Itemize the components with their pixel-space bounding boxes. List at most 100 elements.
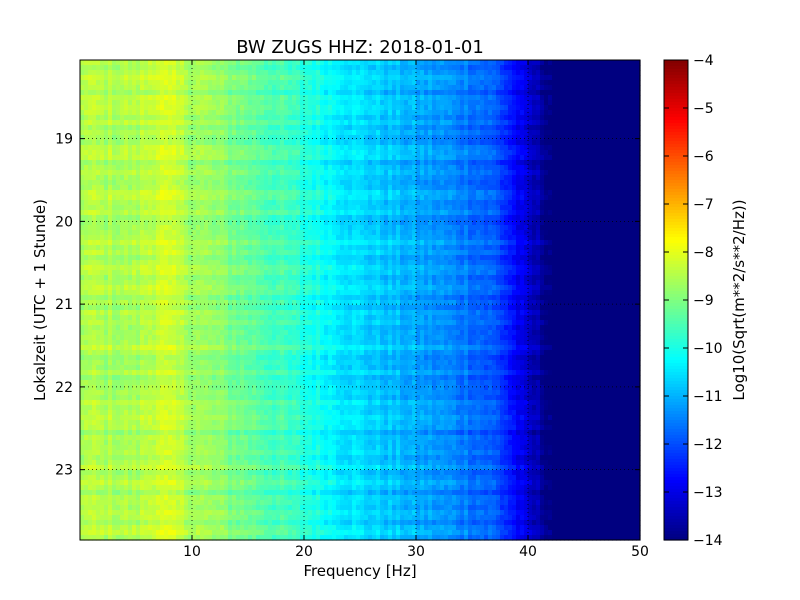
heatmap-cell bbox=[104, 255, 109, 261]
heatmap-cell bbox=[236, 215, 241, 221]
heatmap-cell bbox=[108, 305, 113, 311]
heatmap-cell bbox=[228, 470, 233, 476]
heatmap-cell bbox=[148, 435, 153, 441]
heatmap-cell bbox=[140, 440, 145, 446]
heatmap-cell bbox=[172, 100, 177, 106]
heatmap-cell bbox=[160, 65, 165, 71]
heatmap-cell bbox=[276, 515, 281, 521]
heatmap-cell bbox=[80, 115, 85, 121]
heatmap-cell bbox=[120, 280, 125, 286]
heatmap-cell bbox=[232, 495, 237, 501]
heatmap-cell bbox=[240, 265, 245, 271]
heatmap-cell bbox=[200, 375, 205, 381]
heatmap-cell bbox=[248, 205, 253, 211]
heatmap-cell bbox=[208, 175, 213, 181]
heatmap-cell bbox=[260, 505, 265, 511]
heatmap-cell bbox=[228, 80, 233, 86]
heatmap-cell bbox=[120, 315, 125, 321]
heatmap-cell bbox=[80, 375, 85, 381]
heatmap-cell bbox=[232, 325, 237, 331]
heatmap-cell bbox=[88, 325, 93, 331]
heatmap-cell bbox=[180, 355, 185, 361]
heatmap-cell bbox=[100, 160, 105, 166]
heatmap-cell bbox=[100, 205, 105, 211]
heatmap-cell bbox=[264, 190, 269, 196]
heatmap-cell bbox=[216, 465, 221, 471]
heatmap-cell bbox=[260, 90, 265, 96]
heatmap-cell bbox=[104, 270, 109, 276]
heatmap-cell bbox=[160, 95, 165, 101]
heatmap-cell bbox=[180, 300, 185, 306]
heatmap-cell bbox=[240, 380, 245, 386]
heatmap-cell bbox=[188, 150, 193, 156]
heatmap-cell bbox=[280, 500, 285, 506]
heatmap-cell bbox=[92, 435, 97, 441]
heatmap-cell bbox=[188, 255, 193, 261]
heatmap-cell bbox=[280, 420, 285, 426]
heatmap-cell bbox=[220, 170, 225, 176]
heatmap-cell bbox=[284, 460, 289, 466]
heatmap-cell bbox=[176, 190, 181, 196]
heatmap-cell bbox=[280, 205, 285, 211]
heatmap-cell bbox=[276, 245, 281, 251]
heatmap-cell bbox=[280, 350, 285, 356]
heatmap-cell bbox=[276, 270, 281, 276]
heatmap-cell bbox=[196, 430, 201, 436]
heatmap-cell bbox=[252, 465, 257, 471]
heatmap-cell bbox=[80, 310, 85, 316]
heatmap-cell bbox=[156, 420, 161, 426]
heatmap-cell bbox=[144, 225, 149, 231]
heatmap-cell bbox=[108, 170, 113, 176]
heatmap-cell bbox=[172, 80, 177, 86]
heatmap-cell bbox=[276, 445, 281, 451]
heatmap-cell bbox=[96, 350, 101, 356]
heatmap-cell bbox=[264, 395, 269, 401]
heatmap-cell bbox=[216, 395, 221, 401]
heatmap-cell bbox=[84, 470, 89, 476]
heatmap-cell bbox=[176, 65, 181, 71]
heatmap-cell bbox=[128, 195, 133, 201]
heatmap-cell bbox=[248, 370, 253, 376]
heatmap-cell bbox=[176, 285, 181, 291]
heatmap-cell bbox=[204, 490, 209, 496]
heatmap-cell bbox=[284, 105, 289, 111]
heatmap-cell bbox=[244, 495, 249, 501]
heatmap-cell bbox=[156, 465, 161, 471]
heatmap-cell bbox=[116, 155, 121, 161]
heatmap-cell bbox=[248, 360, 253, 366]
heatmap-cell bbox=[88, 270, 93, 276]
heatmap-cell bbox=[132, 180, 137, 186]
heatmap-cell bbox=[156, 280, 161, 286]
heatmap-cell bbox=[148, 130, 153, 136]
heatmap-cell bbox=[84, 335, 89, 341]
heatmap-cell bbox=[108, 245, 113, 251]
heatmap-cell bbox=[228, 305, 233, 311]
heatmap-cell bbox=[104, 110, 109, 116]
heatmap-cell bbox=[176, 275, 181, 281]
heatmap-cell bbox=[184, 95, 189, 101]
heatmap-cell bbox=[200, 495, 205, 501]
heatmap-cell bbox=[180, 80, 185, 86]
heatmap-cell bbox=[264, 205, 269, 211]
heatmap-cell bbox=[172, 455, 177, 461]
heatmap-cell bbox=[84, 325, 89, 331]
heatmap-cell bbox=[196, 305, 201, 311]
heatmap-cell bbox=[152, 310, 157, 316]
heatmap-cell bbox=[208, 470, 213, 476]
heatmap-cell bbox=[176, 240, 181, 246]
heatmap-cell bbox=[140, 390, 145, 396]
heatmap-cell bbox=[268, 250, 273, 256]
heatmap-cell bbox=[188, 210, 193, 216]
heatmap-cell bbox=[136, 400, 141, 406]
heatmap-cell bbox=[200, 320, 205, 326]
heatmap-cell bbox=[256, 405, 261, 411]
heatmap-cell bbox=[208, 380, 213, 386]
heatmap-cell bbox=[120, 355, 125, 361]
heatmap-cell bbox=[228, 170, 233, 176]
heatmap-cell bbox=[112, 165, 117, 171]
heatmap-cell bbox=[280, 495, 285, 501]
heatmap-cell bbox=[96, 250, 101, 256]
heatmap-cell bbox=[256, 130, 261, 136]
heatmap-cell bbox=[216, 495, 221, 501]
heatmap-cell bbox=[220, 175, 225, 181]
